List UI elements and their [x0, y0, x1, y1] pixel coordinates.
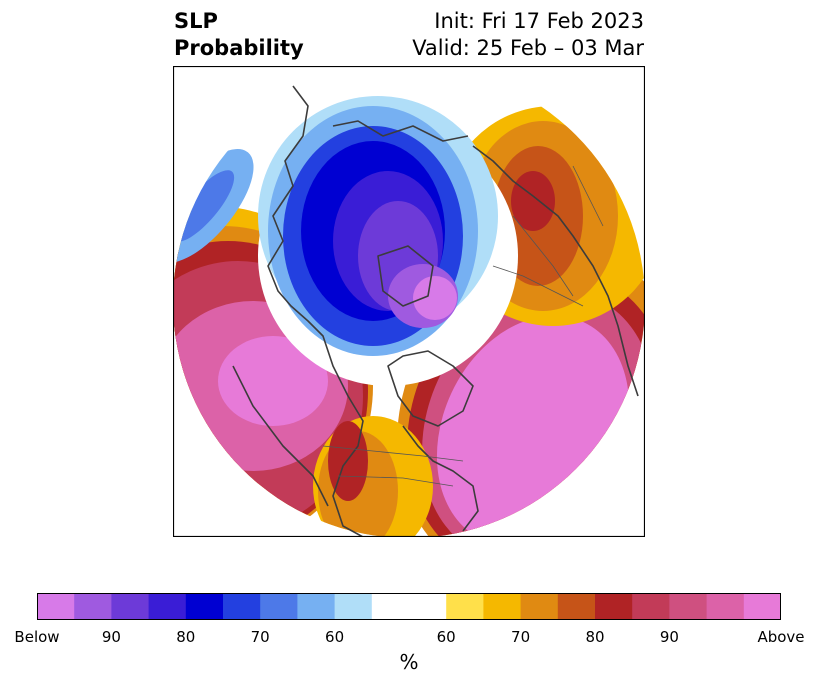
colorbar-tick-label: Above: [757, 628, 805, 646]
init-date: Init: Fri 17 Feb 2023: [434, 9, 644, 33]
colorbar-cell: [297, 593, 336, 620]
colorbar-tick-label: Below: [14, 628, 60, 646]
colorbar-tick-label: 80: [176, 628, 196, 646]
probability-map: [173, 66, 645, 537]
colorbar-cell: [371, 593, 410, 620]
colorbar-cell: [111, 593, 150, 620]
colorbar-cell: [37, 593, 75, 620]
colorbar-tick-label: 60: [436, 628, 456, 646]
colorbar-tick-label: 70: [250, 628, 270, 646]
coastlines: [232, 85, 639, 537]
title-variable: SLP: [174, 9, 218, 33]
colorbar-cell: [632, 593, 670, 620]
borders: [322, 165, 604, 487]
colorbar-frame: [37, 593, 781, 620]
colorbar-cell: [743, 593, 781, 620]
colorbar-cell: [446, 593, 484, 620]
colorbar-cell: [185, 593, 224, 620]
colorbar-cell: [557, 593, 596, 620]
colorbar-tick-label: 90: [659, 628, 679, 646]
colorbar-cell: [260, 593, 298, 620]
colorbar-tick-label: 70: [511, 628, 531, 646]
colorbar-cell: [223, 593, 261, 620]
map-dates: Init: Fri 17 Feb 2023 Valid: 25 Feb – 03…: [412, 8, 644, 62]
probability-field: [173, 66, 645, 537]
colorbar-cell: [409, 593, 447, 620]
colorbar-unit: %: [399, 650, 419, 674]
colorbar-cell: [595, 593, 633, 620]
map-title: SLP Probability: [174, 8, 304, 62]
title-subtitle: Probability: [174, 36, 304, 60]
colorbar-cell: [334, 593, 373, 620]
colorbar-cell: [520, 593, 559, 620]
colorbar-cell: [74, 593, 112, 620]
colorbar-cell: [148, 593, 187, 620]
colorbar-tick-label: 90: [101, 628, 121, 646]
colorbar: [37, 593, 781, 620]
colorbar-cell: [483, 593, 522, 620]
colorbar-cell: [706, 593, 745, 620]
colorbar-tick-label: 80: [585, 628, 605, 646]
map-frame: [173, 66, 645, 537]
valid-range: Valid: 25 Feb – 03 Mar: [412, 36, 644, 60]
colorbar-cell: [669, 593, 708, 620]
colorbar-tick-label: 60: [325, 628, 345, 646]
